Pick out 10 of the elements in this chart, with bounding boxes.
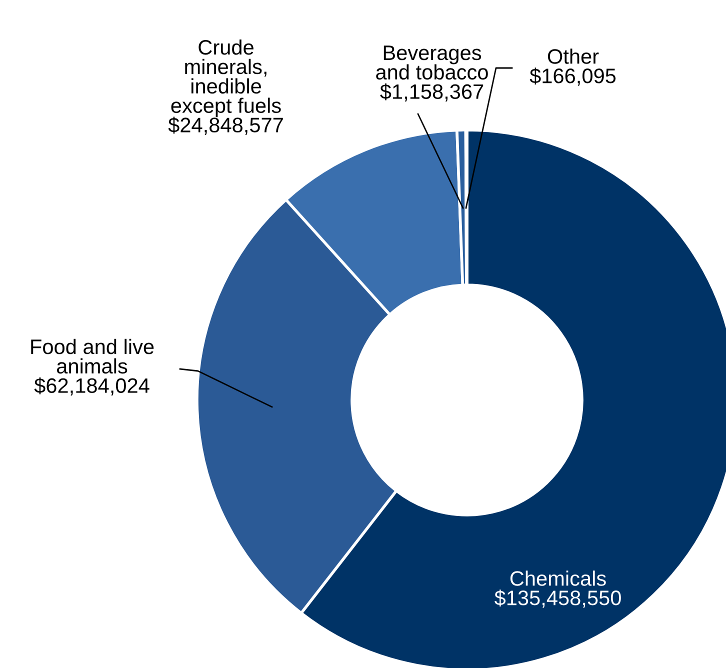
slice-label: Beverages and tobacco: [376, 46, 488, 80]
slice-label: Crude minerals, inedible except fuels: [171, 39, 281, 118]
data-label: $166,095: [530, 68, 616, 86]
data-label: $1,158,367: [380, 83, 484, 102]
slice-label: Chemicals: [510, 570, 606, 586]
data-label: $135,458,550: [494, 590, 621, 608]
slice-label: Food and live animals: [31, 338, 154, 374]
slice-label: Other: [548, 48, 599, 64]
data-label: $62,184,024: [34, 377, 150, 396]
data-label: $24,848,577: [168, 116, 283, 135]
